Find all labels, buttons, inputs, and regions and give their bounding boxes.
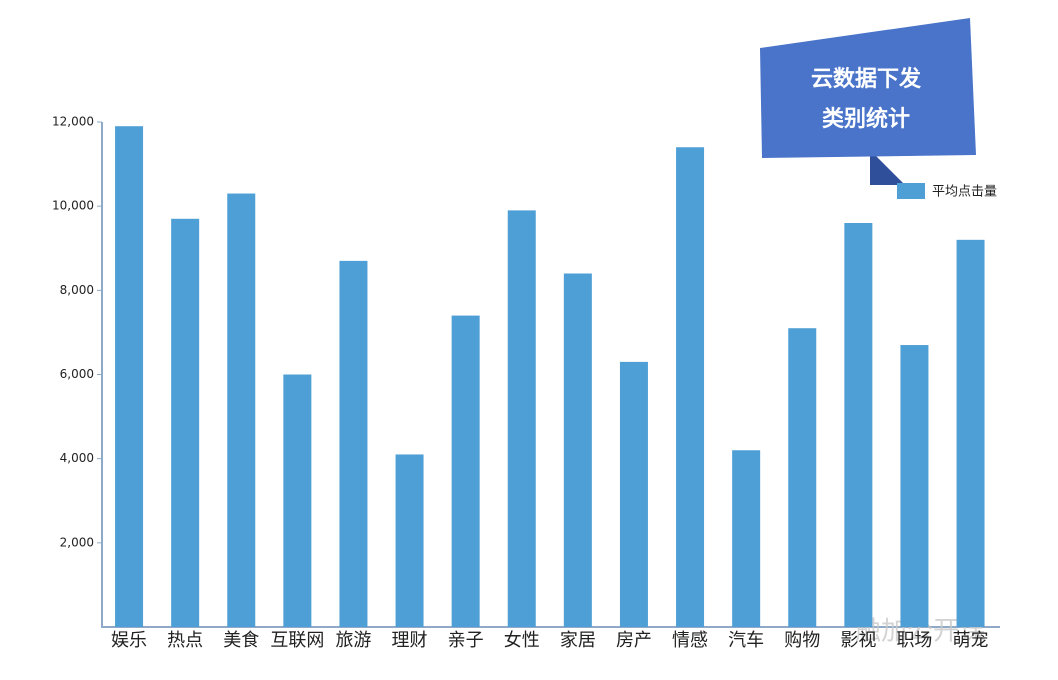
bar — [956, 239, 985, 628]
bar — [563, 273, 592, 627]
x-tick-label: 女性 — [504, 630, 540, 651]
x-tick-label: 职场 — [896, 630, 932, 651]
banner-tail — [870, 150, 905, 185]
y-tick-label: 12,000 — [52, 115, 94, 129]
bar — [115, 126, 144, 627]
y-tick-label: 6,000 — [60, 367, 94, 381]
x-tick-label: 热点 — [167, 630, 203, 651]
legend-label: 平均点击量 — [932, 185, 997, 200]
bar — [227, 193, 256, 627]
y-tick-label: 8,000 — [60, 283, 94, 297]
x-tick-label: 汽车 — [728, 630, 764, 651]
bar — [788, 328, 817, 627]
x-tick-label: 家居 — [560, 630, 596, 651]
y-tick-label: 2,000 — [60, 535, 94, 549]
bar — [283, 374, 312, 627]
x-tick-label: 房产 — [616, 630, 652, 651]
banner — [760, 18, 976, 158]
x-tick-label: 旅游 — [335, 630, 371, 651]
y-tick-label: 10,000 — [52, 199, 94, 213]
bar — [732, 450, 761, 627]
bar — [451, 315, 480, 627]
bar — [339, 260, 368, 627]
x-tick-label: 美食 — [223, 630, 259, 651]
y-tick-label: 4,000 — [60, 451, 94, 465]
x-tick-label: 互联网 — [270, 630, 324, 651]
x-tick-label: 亲子 — [448, 630, 484, 651]
x-tick-label: 情感 — [672, 630, 708, 651]
chart-title: 云数据下发 — [811, 66, 922, 92]
bar — [900, 345, 929, 627]
bar — [507, 210, 536, 627]
bar — [171, 218, 200, 627]
bar — [676, 147, 705, 627]
x-tick-label: 影视 — [840, 630, 876, 651]
legend-swatch — [897, 183, 925, 199]
x-tick-label: 萌宠 — [953, 630, 989, 651]
x-tick-label: 购物 — [784, 630, 820, 651]
bar — [619, 361, 648, 627]
bar — [844, 223, 873, 627]
x-tick-label: 娱乐 — [111, 630, 147, 651]
x-tick-label: 理财 — [392, 630, 428, 651]
chart-title: 类别统计 — [822, 106, 910, 132]
bar — [395, 454, 424, 627]
